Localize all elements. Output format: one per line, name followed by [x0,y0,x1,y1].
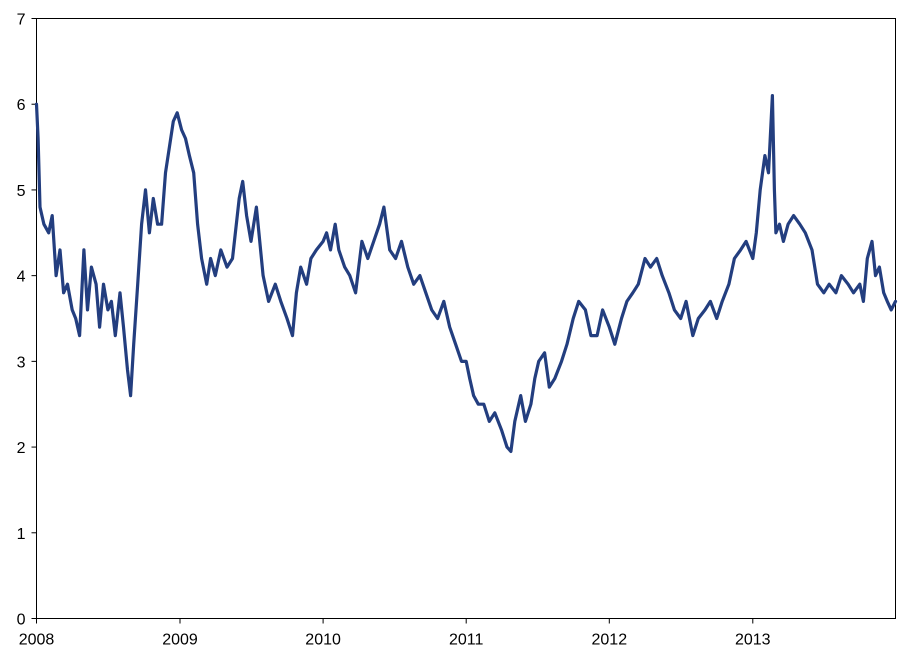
y-tick-label: 6 [17,97,26,114]
y-tick-label: 0 [17,612,26,629]
x-axis: 2008 2009 2010 2011 2012 2013 [19,618,771,649]
plot-area [36,18,896,619]
series-line-0 [34,93,898,453]
x-tick-label: 2008 [19,632,55,649]
x-tick-label: 2013 [735,632,771,649]
y-axis: 0 1 2 3 4 5 6 7 [17,12,37,629]
y-tick-label: 2 [17,440,26,457]
y-tick-label: 4 [17,269,26,286]
x-tick-label: 2011 [449,632,484,649]
y-tick-label: 7 [17,12,26,29]
x-tick-label: 2010 [305,632,341,649]
y-tick-label: 1 [17,526,26,543]
series-layer [34,93,898,453]
y-tick-label: 3 [17,354,26,371]
x-tick-label: 2009 [162,632,198,649]
x-tick-label: 2012 [592,632,628,649]
y-tick-label: 5 [17,183,26,200]
